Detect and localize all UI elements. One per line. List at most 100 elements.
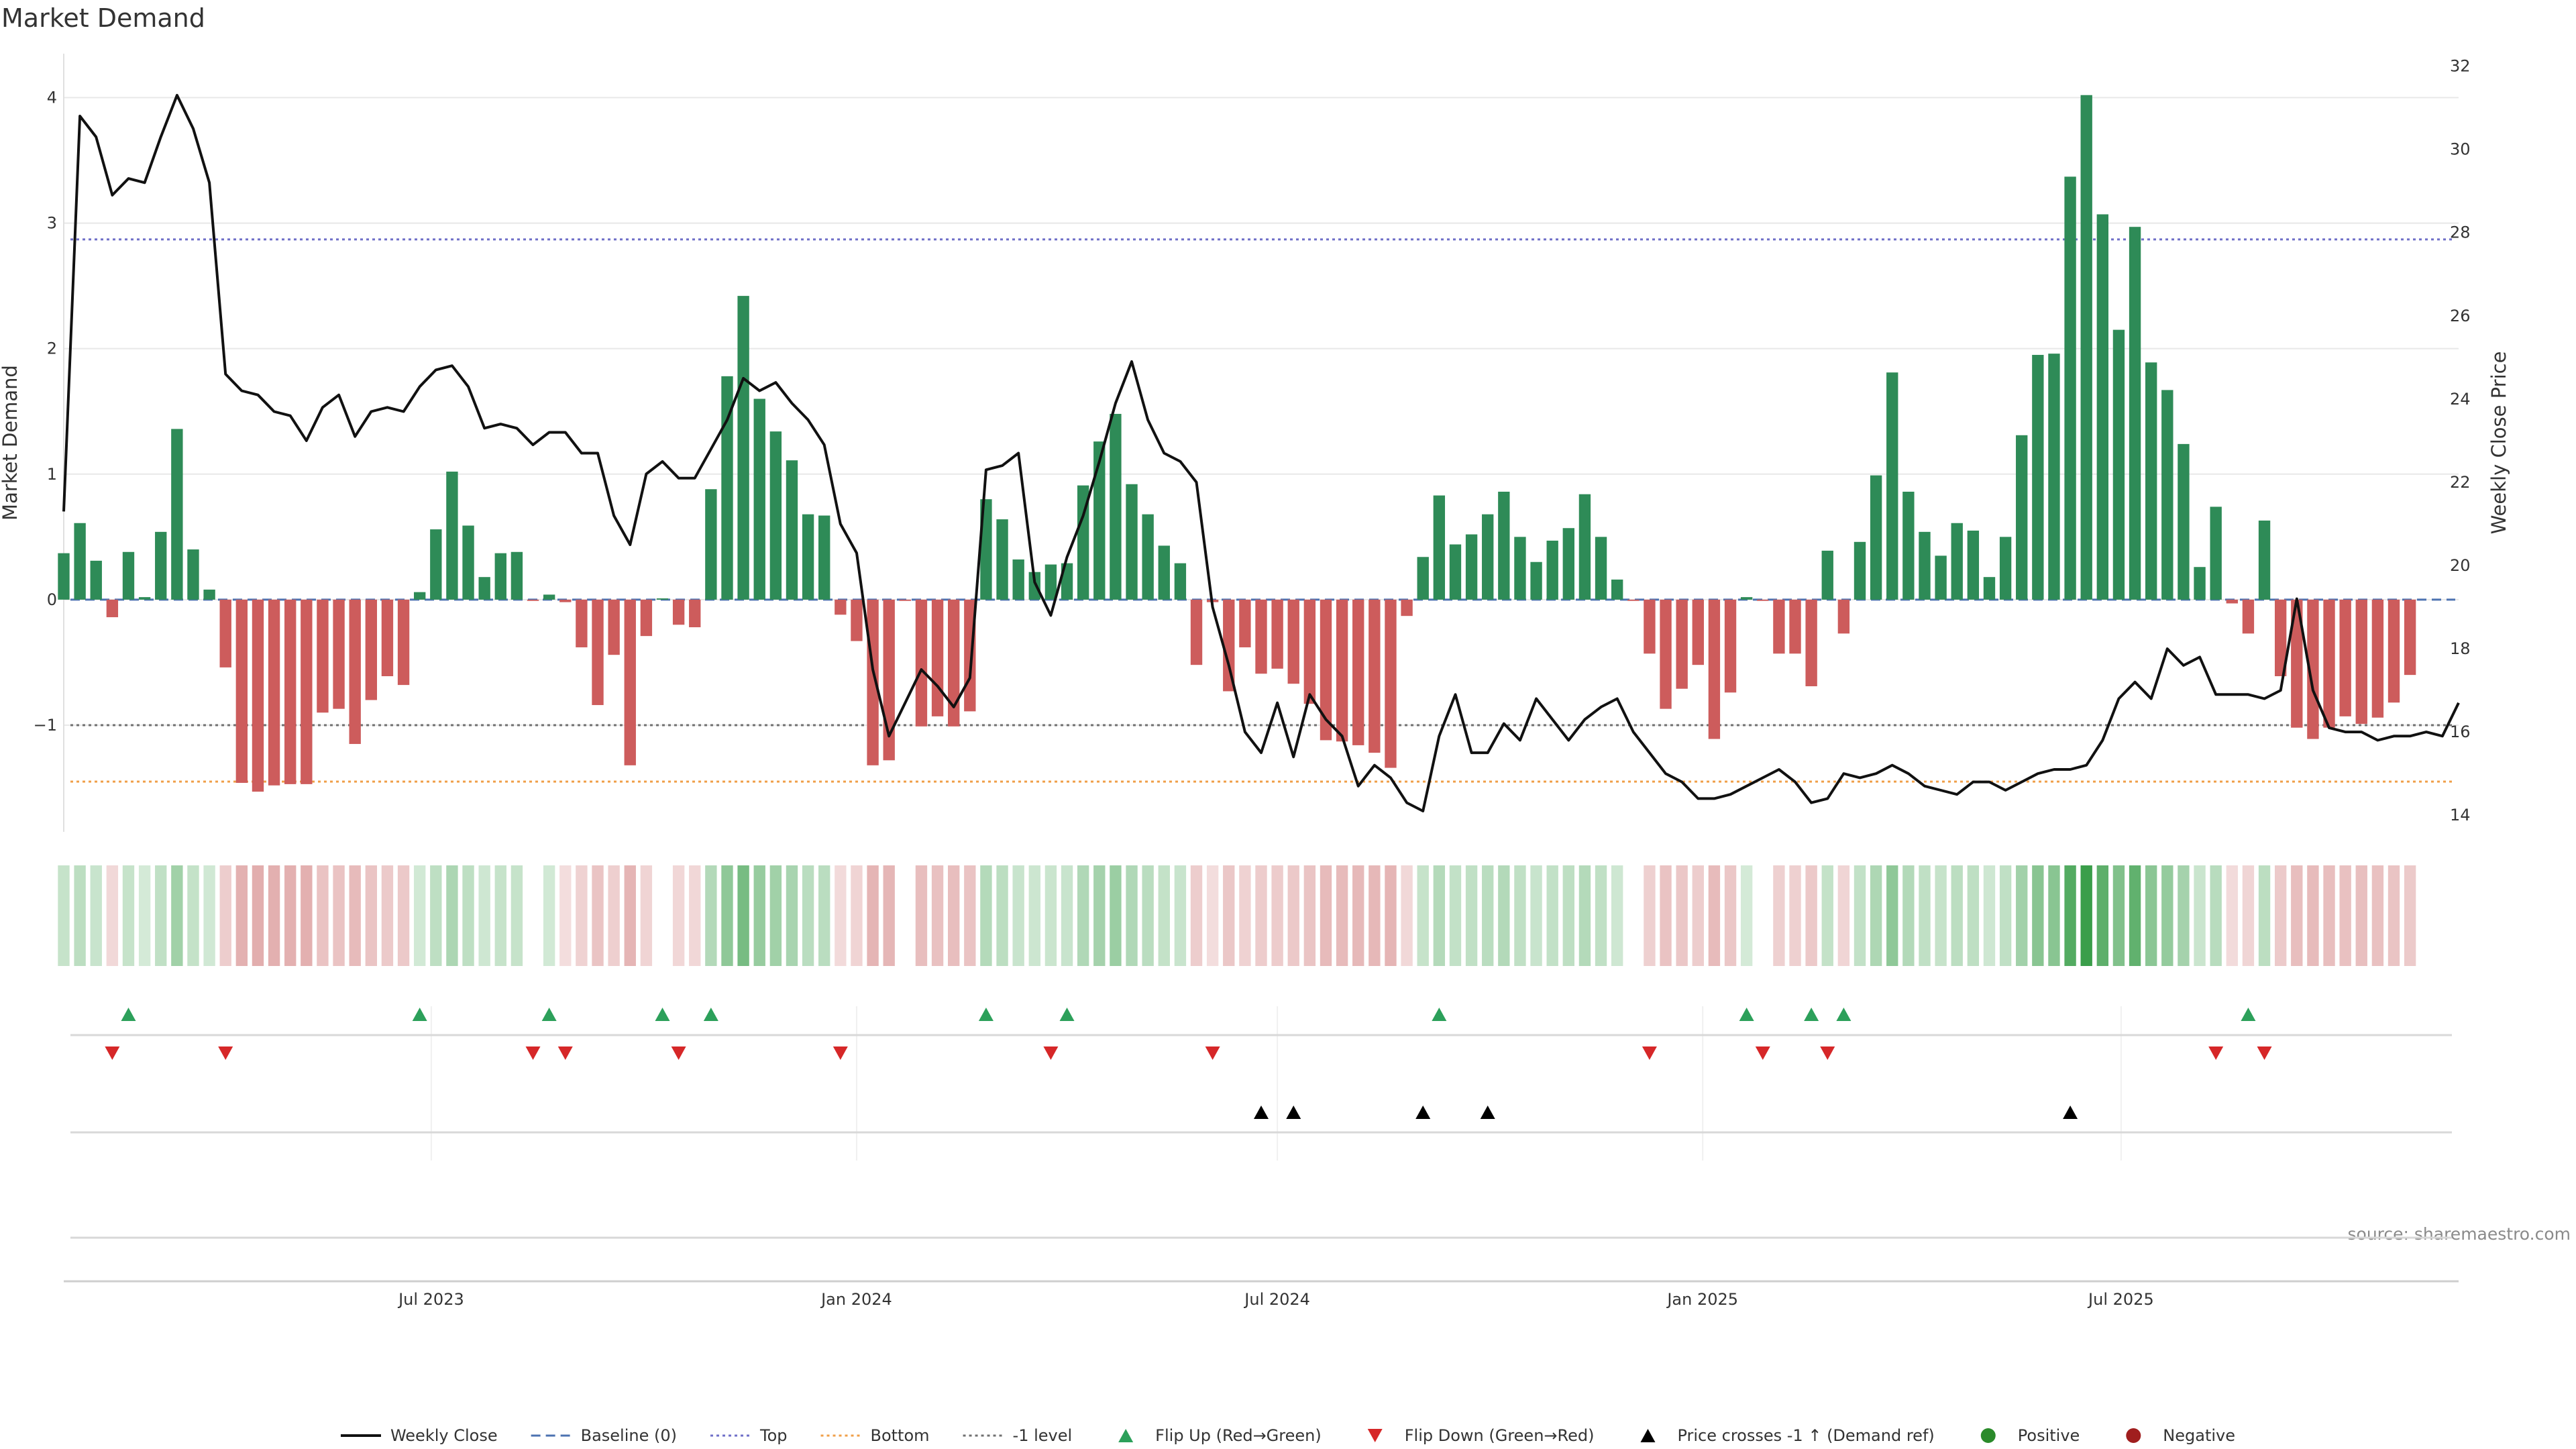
price-cross-marker	[2063, 1106, 2078, 1119]
heat-cell	[2129, 865, 2141, 966]
flip-down-marker	[1755, 1046, 1770, 1060]
heat-cell	[2194, 865, 2206, 966]
demand-bar	[284, 599, 297, 784]
legend-label: Flip Up (Red→Green)	[1155, 1426, 1322, 1445]
x-tick-label: Jul 2025	[2087, 1290, 2154, 1309]
heat-cell	[494, 865, 506, 966]
demand-bar	[349, 599, 361, 745]
demand-bar	[1044, 564, 1057, 600]
heat-cell	[413, 865, 426, 966]
demand-bar	[559, 599, 572, 602]
demand-bar	[996, 519, 1008, 600]
heat-cell	[1837, 865, 1850, 966]
heat-cell	[301, 865, 313, 966]
demand-bar	[268, 599, 280, 786]
demand-bar	[2226, 599, 2238, 604]
heat-cell	[2387, 865, 2400, 966]
demand-bar	[2178, 443, 2190, 600]
heat-cell	[1271, 865, 1283, 966]
flip-up-marker	[541, 1008, 557, 1021]
flip-down-marker	[1205, 1046, 1220, 1060]
heat-cell	[1385, 865, 1397, 966]
heat-cell	[1142, 865, 1154, 966]
heat-cell	[397, 865, 410, 966]
flip-up-marker	[703, 1008, 718, 1021]
flip-up-marker	[1836, 1008, 1851, 1021]
heat-cell	[1433, 865, 1446, 966]
heat-cell	[317, 865, 329, 966]
price-cross-marker	[1415, 1106, 1431, 1119]
demand-bar	[1611, 579, 1623, 600]
heat-cell	[769, 865, 782, 966]
demand-bar	[2258, 521, 2271, 600]
heat-cell	[2145, 865, 2157, 966]
flip-up-marker	[412, 1008, 427, 1021]
demand-bar	[1644, 599, 1656, 654]
heat-cell	[1562, 865, 1574, 966]
weekly-close-series	[62, 94, 2460, 812]
demand-bar	[252, 599, 264, 792]
source-note: source: sharemaestro.com	[2348, 1224, 2571, 1244]
legend-item: Flip Up (Red→Green)	[1118, 1426, 1322, 1445]
heat-cell	[1028, 865, 1040, 966]
heat-cell	[2404, 865, 2416, 966]
legend-swatch	[1367, 1429, 1383, 1442]
heat-cell	[608, 865, 620, 966]
heat-cell	[284, 865, 297, 966]
demand-bar	[2307, 599, 2319, 739]
heat-cell	[381, 865, 394, 966]
heat-cell	[1352, 865, 1364, 966]
heat-cell	[1190, 865, 1203, 966]
demand-bar	[1627, 599, 1640, 601]
demand-bar	[1498, 491, 1510, 600]
demand-bar	[689, 599, 701, 628]
heat-cell	[430, 865, 442, 966]
demand-bar	[2096, 214, 2109, 600]
demand-bar	[1223, 599, 1235, 692]
x-tick-label: Jul 2023	[397, 1290, 464, 1309]
heat-cell	[122, 865, 135, 966]
demand-bar	[171, 429, 183, 600]
heat-cell	[1077, 865, 1089, 966]
demand-bar	[753, 398, 765, 600]
y2-tick-label: 28	[2450, 223, 2471, 242]
heat-cell	[543, 865, 555, 966]
demand-bar	[2404, 599, 2416, 676]
legend-item: -1 level	[963, 1426, 1072, 1445]
heat-cell	[2307, 865, 2319, 966]
flip-up-marker	[2241, 1008, 2256, 1021]
demand-bar	[737, 296, 749, 600]
heat-cell	[1595, 865, 1607, 966]
flip-down-marker	[1820, 1046, 1835, 1060]
demand-bar	[1190, 599, 1203, 665]
heat-cell	[883, 865, 895, 966]
y-tick-label: 4	[47, 88, 57, 107]
heat-cell	[672, 865, 685, 966]
demand-bar	[786, 460, 798, 600]
heat-cell	[1660, 865, 1672, 966]
heat-cell	[915, 865, 928, 966]
flip-down-marker	[1043, 1046, 1059, 1060]
y-tick-label: 0	[47, 590, 57, 609]
heat-cell	[1951, 865, 1963, 966]
flip-up-marker	[655, 1008, 670, 1021]
heat-cell	[155, 865, 167, 966]
demand-bar	[1028, 572, 1040, 600]
demand-bar	[511, 551, 523, 600]
demand-bar	[2129, 227, 2141, 600]
heat-cell	[1708, 865, 1721, 966]
legend-swatch	[1980, 1428, 1996, 1443]
heat-cell	[478, 865, 490, 966]
legend-label: Weekly Close	[390, 1426, 498, 1445]
demand-bar	[899, 599, 912, 601]
heat-cell	[2112, 865, 2125, 966]
heat-cell	[1983, 865, 1996, 966]
demand-bar	[2371, 599, 2384, 718]
demand-bar	[543, 594, 555, 600]
heat-cell	[802, 865, 814, 966]
heat-cell	[58, 865, 70, 966]
flip-up-marker	[1432, 1008, 1447, 1021]
demand-bar	[1724, 599, 1737, 693]
heat-cell	[1546, 865, 1558, 966]
legend-item: Positive	[1980, 1426, 2080, 1445]
